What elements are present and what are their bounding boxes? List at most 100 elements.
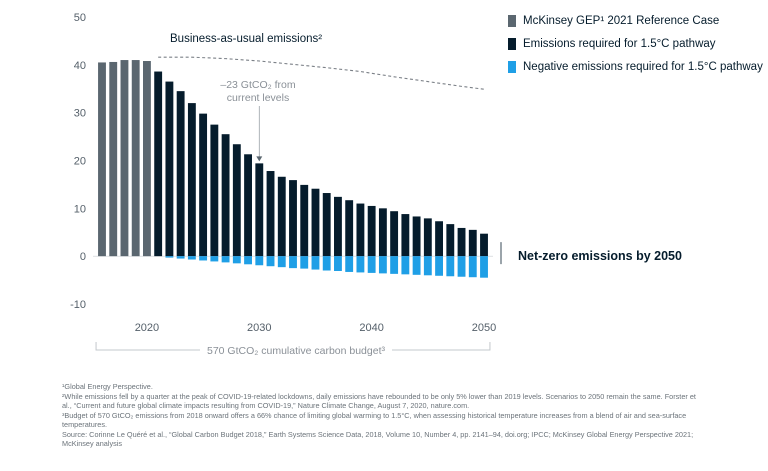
negative-emissions-bar <box>255 256 264 266</box>
footnote-3: ³Budget of 570 GtCO₂ emissions from 2018… <box>62 410 687 430</box>
reference-case-bar <box>109 61 118 257</box>
pathway-bar <box>244 154 252 257</box>
pathway-bar <box>187 103 196 257</box>
pathway-bar <box>322 193 331 257</box>
y-tick-label: 0 <box>80 251 86 263</box>
business-as-usual-label: Business-as-usual emissions² <box>170 33 322 45</box>
pathway-bar <box>390 211 399 257</box>
pathway-bar <box>311 188 320 257</box>
x-tick-label: 2030 <box>247 322 271 334</box>
reference-case-bar <box>120 60 129 257</box>
y-tick-label: 20 <box>74 156 86 168</box>
y-tick-label: 30 <box>74 108 86 120</box>
negative-emissions-bar <box>221 256 230 263</box>
pathway-bar <box>210 124 219 257</box>
negative-emissions-bar <box>289 256 297 269</box>
negative-emissions-bar <box>165 256 174 258</box>
pathway-bar <box>334 196 342 257</box>
pathway-bar <box>435 221 443 257</box>
pathway-bar <box>221 134 230 257</box>
callout-label-line-1: –23 GtCO₂ from <box>220 79 296 91</box>
budget-label: 570 GtCO₂ cumulative carbon budget³ <box>207 345 386 357</box>
pathway-bar <box>199 113 208 257</box>
budget-bracket-left <box>95 342 200 351</box>
pathway-bar <box>378 208 387 257</box>
legend-item-pathway: Emissions required for 1.5°C pathway <box>508 37 763 51</box>
pathway-bar <box>154 71 163 257</box>
negative-emissions-bar <box>210 256 219 262</box>
negative-emissions-bar <box>367 256 376 273</box>
negative-emissions-bar <box>412 256 421 275</box>
legend-swatch-negative <box>508 61 516 73</box>
negative-emissions-bar <box>266 256 275 267</box>
x-tick-label: 2020 <box>135 322 159 334</box>
y-tick-label: 10 <box>74 203 86 215</box>
pathway-bar <box>165 81 174 257</box>
legend-label-reference-case: McKinsey GEP¹ 2021 Reference Case <box>523 15 720 27</box>
pathway-bar <box>412 216 421 257</box>
pathway-bar <box>356 203 365 257</box>
negative-emissions-bar <box>311 256 320 270</box>
footnote-source: Source: Corinne Le Quéré et al., “Global… <box>62 429 694 449</box>
pathway-bar <box>345 200 354 257</box>
negative-emissions-bar <box>277 256 286 268</box>
chart-legend: McKinsey GEP¹ 2021 Reference Case Emissi… <box>508 14 763 83</box>
legend-swatch-pathway <box>508 38 516 50</box>
x-tick-label: 2040 <box>359 322 383 334</box>
negative-emissions-bar <box>334 256 342 271</box>
negative-emissions-bar <box>187 256 196 260</box>
business-as-usual-line <box>158 56 485 90</box>
net-zero-label: Net-zero emissions by 2050 <box>518 249 682 263</box>
footnote-1: ¹Global Energy Perspective. <box>62 382 153 391</box>
pathway-bar <box>300 184 309 257</box>
pathway-bar <box>367 205 376 257</box>
callout-label-line-2: current levels <box>227 92 289 104</box>
pathway-bar <box>457 227 466 257</box>
negative-emissions-bar <box>300 256 309 269</box>
pathway-bar <box>232 144 241 257</box>
pathway-bar <box>446 224 455 257</box>
reference-case-bar <box>143 61 151 257</box>
negative-emissions-bar <box>468 256 477 278</box>
negative-emissions-bar <box>345 256 354 272</box>
negative-emissions-bar <box>356 256 365 273</box>
pathway-bar <box>277 176 286 257</box>
negative-emissions-bar <box>199 256 208 261</box>
footnote-2: ²While emissions fell by a quarter at th… <box>62 391 696 411</box>
pathway-bar <box>266 171 275 257</box>
x-tick-label: 2050 <box>472 322 496 334</box>
reference-case-bar <box>131 60 140 257</box>
negative-emissions-bar <box>322 256 331 271</box>
negative-emissions-bar <box>423 256 432 276</box>
negative-emissions-bar <box>244 256 252 265</box>
pathway-bar <box>176 91 185 257</box>
negative-emissions-bar <box>390 256 399 274</box>
pathway-bar <box>468 229 477 257</box>
pathway-bar <box>289 180 297 257</box>
negative-emissions-bar <box>480 256 488 278</box>
legend-item-negative: Negative emissions required for 1.5°C pa… <box>508 60 763 74</box>
legend-swatch-reference-case <box>508 15 516 27</box>
legend-label-pathway: Emissions required for 1.5°C pathway <box>523 38 716 50</box>
callout-arrowhead <box>256 156 263 162</box>
negative-emissions-bar <box>401 256 410 275</box>
legend-item-reference-case: McKinsey GEP¹ 2021 Reference Case <box>508 14 763 28</box>
y-tick-label: 50 <box>74 12 86 24</box>
reference-case-bar <box>98 62 106 257</box>
legend-label-negative: Negative emissions required for 1.5°C pa… <box>523 61 763 73</box>
pathway-bar <box>401 214 410 257</box>
negative-emissions-bar <box>435 256 443 276</box>
y-tick-label: 40 <box>74 60 86 72</box>
pathway-bar <box>423 218 432 257</box>
negative-emissions-bar <box>176 256 185 259</box>
negative-emissions-bar <box>457 256 466 277</box>
pathway-bar <box>255 163 264 257</box>
negative-emissions-bar <box>232 256 241 264</box>
budget-bracket-right <box>392 342 491 351</box>
negative-emissions-bar <box>446 256 455 277</box>
pathway-bar <box>480 233 488 257</box>
y-tick-label: -10 <box>70 299 86 311</box>
footnotes: ¹Global Energy Perspective. ²While emiss… <box>62 382 702 449</box>
negative-emissions-bar <box>378 256 387 274</box>
